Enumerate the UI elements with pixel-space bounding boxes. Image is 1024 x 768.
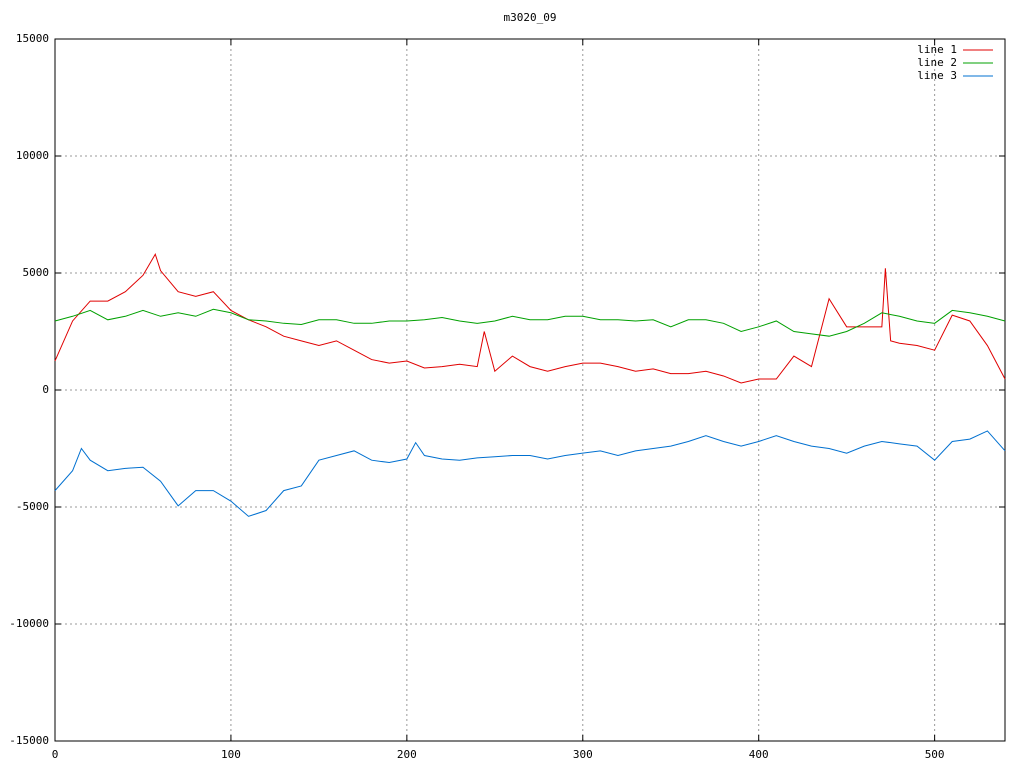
x-tick-label: 400	[749, 748, 769, 761]
y-tick-label: -15000	[9, 734, 49, 747]
data-line	[54, 430, 1006, 517]
y-tick-label: 15000	[16, 32, 49, 45]
y-tick-label: -5000	[16, 500, 49, 513]
x-tick-label: 0	[52, 748, 59, 761]
data-line	[54, 308, 1006, 337]
plot-frame	[54, 38, 1006, 742]
x-tick-label: 100	[221, 748, 241, 761]
x-tick-label: 200	[397, 748, 417, 761]
legend-label: line 1	[917, 43, 957, 56]
y-tick-label: -10000	[9, 617, 49, 630]
data-line	[54, 253, 1006, 384]
chart-title: m3020_09	[504, 11, 557, 24]
x-tick-label: 300	[573, 748, 593, 761]
y-tick-label: 5000	[23, 266, 50, 279]
x-tick-label: 500	[925, 748, 945, 761]
legend-label: line 2	[917, 56, 957, 69]
y-tick-label: 10000	[16, 149, 49, 162]
legend-label: line 3	[917, 69, 957, 82]
y-tick-label: 0	[42, 383, 49, 396]
